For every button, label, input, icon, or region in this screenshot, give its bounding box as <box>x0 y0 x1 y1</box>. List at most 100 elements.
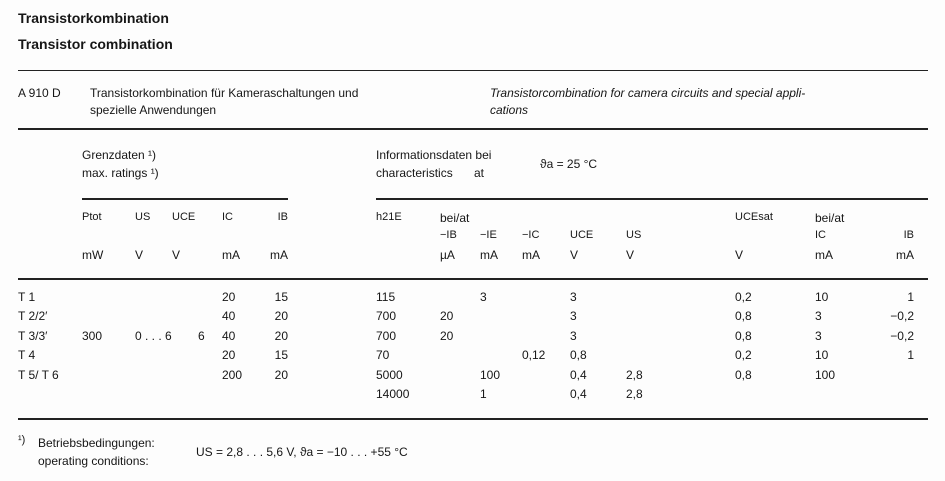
divider <box>82 198 288 200</box>
title-en: Transistor combination <box>18 36 173 52</box>
table-cell: 20 <box>440 328 454 343</box>
table-cell: 20 <box>222 290 236 304</box>
header-symbol: −IE <box>480 229 497 241</box>
divider <box>18 418 928 420</box>
table-cell: 0,12 <box>522 348 546 363</box>
table-cell: 700 <box>376 328 397 343</box>
footnote-mark: ¹) <box>18 434 26 446</box>
desc-en-1: Transistorcombination for camera circuit… <box>490 86 806 100</box>
header-symbol: Ptot <box>82 211 102 223</box>
header-unit: mA <box>222 248 240 262</box>
group-right-de: Informationsdaten bei <box>376 148 492 162</box>
row-label: T 3/3′ <box>18 328 48 343</box>
header-unit: mA <box>896 248 914 262</box>
table-cell: 6 <box>198 328 205 343</box>
divider <box>18 278 928 280</box>
table-cell: 0,8 <box>570 348 587 363</box>
table-cell: 100 <box>815 367 836 382</box>
header-symbol: −IB <box>440 229 457 241</box>
temp-condition: ϑa = 25 °C <box>540 157 598 171</box>
table-cell: 2,8 <box>626 387 643 401</box>
header-unit: mW <box>82 248 104 262</box>
header-bei-at: bei/at <box>440 211 470 225</box>
table-cell: −0,2 <box>890 309 914 324</box>
table-cell: 1 <box>907 348 914 363</box>
table-cell: 0,8 <box>735 367 752 382</box>
header-unit: µA <box>440 248 455 262</box>
table-cell: 200 <box>222 367 243 382</box>
table-cell: 14000 <box>376 387 410 401</box>
table-cell: 3 <box>815 309 822 324</box>
header-symbol: UCEsat <box>735 211 773 223</box>
header-symbol: h21E <box>376 211 402 223</box>
group-right-en: characteristics <box>376 166 453 180</box>
table-cell: 20 <box>222 348 236 363</box>
table-cell: 100 <box>480 367 501 382</box>
desc-en-2: cations <box>490 103 529 117</box>
header-unit: mA <box>480 248 498 262</box>
header-symbol: IB <box>277 211 288 223</box>
table-cell: 3 <box>570 328 577 343</box>
header-symbol: IC <box>222 211 233 223</box>
table-cell: 0,4 <box>570 367 587 382</box>
table-cell: 0,2 <box>735 290 752 304</box>
table-cell: 20 <box>274 309 288 324</box>
header-unit: mA <box>270 248 288 262</box>
table-cell: 15 <box>274 348 288 363</box>
header-symbol: US <box>626 229 642 241</box>
header-unit: mA <box>522 248 540 262</box>
table-cell: 3 <box>570 290 577 304</box>
header-unit: mA <box>815 248 833 262</box>
desc-de-1: Transistorkombination für Kameraschaltun… <box>90 86 359 100</box>
type-code: A 910 D <box>18 86 61 100</box>
table-cell: 15 <box>274 290 288 304</box>
table-cell: 10 <box>815 290 829 304</box>
footnote-formula: US = 2,8 . . . 5,6 V, ϑa = −10 . . . +55… <box>196 445 408 459</box>
row-label: T 1 <box>18 290 36 304</box>
table-cell: 0 . . . 6 <box>135 328 172 343</box>
table-cell: 3 <box>570 309 577 324</box>
title-de: Transistorkombination <box>18 10 169 26</box>
table-cell: 3 <box>815 328 822 343</box>
table-cell: 3 <box>480 290 487 304</box>
header-symbol: US <box>135 211 151 223</box>
table-cell: 1 <box>907 290 914 304</box>
header-unit: V <box>735 248 744 262</box>
table-cell: 70 <box>376 348 390 363</box>
header-symbol: IC <box>815 229 826 241</box>
desc-de-2: spezielle Anwendungen <box>90 103 217 117</box>
header-unit: V <box>570 248 579 262</box>
header-unit: V <box>626 248 635 262</box>
footnote-de: Betriebsbedingungen: <box>38 436 155 450</box>
row-label: T 4 <box>18 348 36 363</box>
row-label: T 2/2′ <box>18 309 48 324</box>
table-cell: 115 <box>376 290 396 304</box>
table-cell: 0,8 <box>735 328 752 343</box>
divider <box>18 128 928 130</box>
header-unit: V <box>135 248 144 262</box>
group-left-en: max. ratings ¹) <box>82 166 159 180</box>
table-cell: 0,2 <box>735 348 752 363</box>
table-cell: 20 <box>274 328 288 343</box>
table-cell: 40 <box>222 309 236 324</box>
divider <box>18 70 928 71</box>
header-symbol: IB <box>903 229 914 241</box>
table-cell: 5000 <box>376 367 403 382</box>
header-bei-at: bei/at <box>815 211 845 225</box>
table-cell: 20 <box>440 309 454 324</box>
table-cell: 40 <box>222 328 236 343</box>
table-cell: 1 <box>480 387 487 401</box>
header-symbol: UCE <box>172 211 196 223</box>
table-cell: 2,8 <box>626 367 643 382</box>
divider <box>376 198 928 200</box>
header-symbol: −IC <box>522 229 540 241</box>
row-label: T 5/ T 6 <box>18 367 59 382</box>
table-cell: 700 <box>376 309 397 324</box>
header-unit: V <box>172 248 181 262</box>
header-symbol: UCE <box>570 229 594 241</box>
group-left-de: Grenzdaten ¹) <box>82 148 157 162</box>
footnote-en: operating conditions: <box>38 454 149 468</box>
table-cell: 0,8 <box>735 309 752 324</box>
table-cell: 10 <box>815 348 829 363</box>
table-cell: 300 <box>82 328 103 343</box>
